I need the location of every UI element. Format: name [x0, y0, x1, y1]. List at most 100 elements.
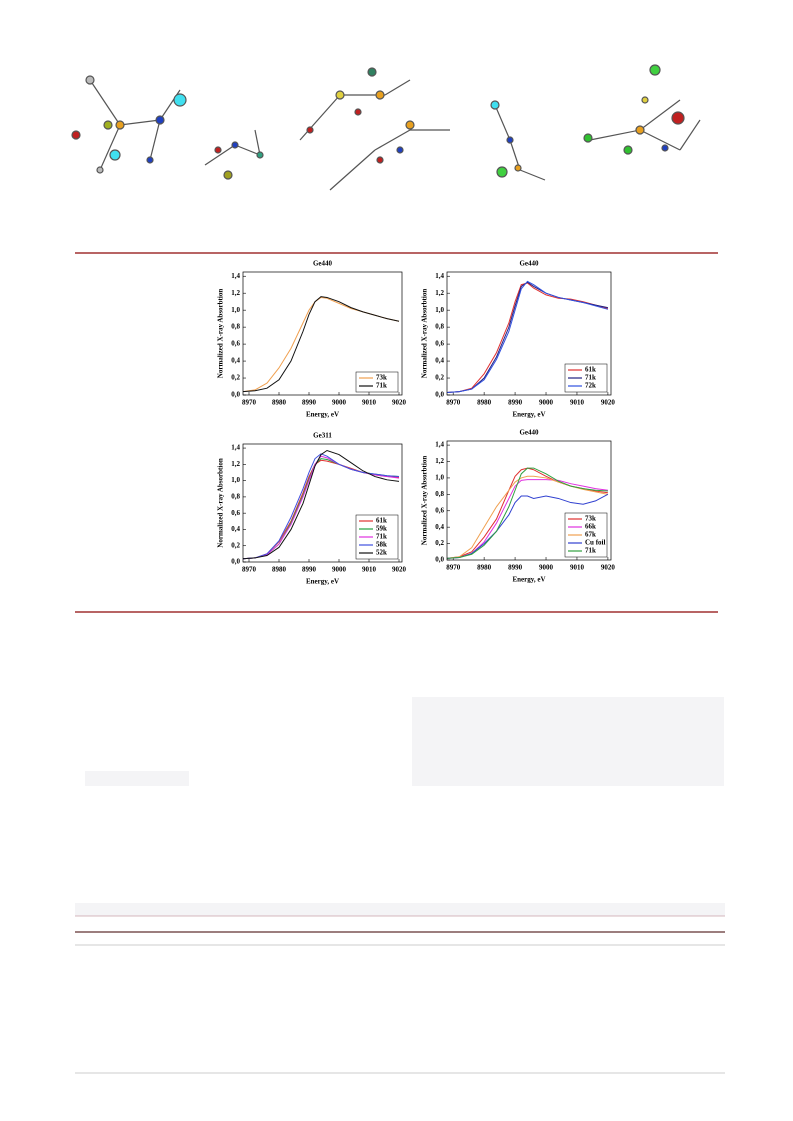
x-tick-label: 8980 [272, 399, 287, 407]
y-axis-label: Normalized X-ray Absorbtion [217, 458, 225, 548]
molecule-figures [71, 64, 701, 191]
y-axis-label: Normalized X-ray Absorbtion [421, 456, 429, 546]
y-tick-label: 0,8 [435, 490, 444, 498]
legend-label: 71k [376, 382, 387, 390]
x-axis-label: Energy, eV [512, 576, 545, 584]
molecule-3 [299, 67, 450, 191]
x-tick-label: 9000 [539, 399, 554, 407]
chart-title: Ge440 [519, 260, 539, 268]
molecule-1 [71, 75, 187, 174]
legend-label: 67k [585, 531, 596, 539]
x-tick-label: 8980 [477, 399, 492, 407]
x-tick-label: 9010 [570, 399, 585, 407]
y-axis-label: Normalized X-ray Absorbtion [217, 289, 225, 379]
x-axis-label: Energy, eV [512, 411, 545, 419]
x-axis-label: Energy, eV [306, 411, 339, 419]
y-tick-label: 1,2 [231, 460, 240, 468]
y-tick-label: 0,4 [435, 523, 444, 531]
series-line [242, 449, 400, 560]
chart: Ge440 Energy, eV Normalized X-ray Absorbti… [421, 260, 616, 419]
plot-frame [446, 271, 612, 396]
y-tick-label: 1,4 [435, 441, 444, 449]
y-tick-label: 1,4 [231, 444, 240, 452]
molecule-5 [583, 64, 701, 155]
series-line [446, 280, 609, 393]
legend-label: 59k [376, 525, 387, 533]
x-tick-label: 8990 [302, 399, 317, 407]
chart: Ge440 Energy, eV Normalized X-ray Absorbti… [217, 260, 407, 419]
legend-label: Cu foil [585, 539, 605, 547]
y-tick-label: 0,2 [435, 374, 444, 382]
x-tick-label: 8970 [242, 566, 257, 574]
series-line [446, 467, 608, 559]
y-tick-label: 1,0 [231, 306, 240, 314]
legend-label: 66k [585, 523, 596, 531]
y-tick-label: 0,6 [435, 340, 444, 348]
y-tick-label: 0,2 [231, 541, 240, 549]
legend-label: 52k [376, 549, 387, 557]
y-tick-label: 0,8 [231, 323, 240, 331]
x-tick-label: 9000 [332, 566, 347, 574]
x-tick-label: 9010 [362, 566, 377, 574]
legend-label: 61k [585, 366, 596, 374]
x-tick-label: 9020 [601, 564, 616, 572]
placeholder-box [412, 697, 724, 786]
y-tick-label: 1,2 [435, 289, 444, 297]
legend-box [355, 371, 399, 393]
plot-frame [446, 440, 612, 561]
x-tick-label: 8970 [242, 399, 257, 407]
y-tick-label: 0,8 [435, 323, 444, 331]
y-tick-label: 0,0 [435, 391, 444, 399]
molecule-2 [204, 129, 264, 180]
y-tick-label: 0,4 [231, 525, 240, 533]
x-tick-label: 9010 [362, 399, 377, 407]
y-tick-label: 1,4 [231, 272, 240, 280]
table-header [75, 903, 725, 916]
series-line [242, 296, 400, 393]
y-tick-label: 1,4 [435, 272, 444, 280]
molecule-4 [490, 100, 546, 181]
legend-label: 58k [376, 541, 387, 549]
x-tick-label: 8970 [446, 564, 461, 572]
y-tick-label: 1,2 [231, 289, 240, 297]
y-tick-label: 0,0 [435, 556, 444, 564]
series-line [446, 479, 608, 559]
y-tick-label: 0,4 [231, 357, 240, 365]
chart: Ge311 Energy, eV Normalized X-ray Absorbti… [217, 432, 407, 586]
x-tick-label: 8990 [508, 564, 523, 572]
series-line [446, 493, 609, 559]
legend-label: 73k [585, 515, 596, 523]
chart-title: Ge440 [313, 260, 333, 268]
x-tick-label: 8970 [446, 399, 461, 407]
x-tick-label: 8980 [272, 566, 287, 574]
legend-label: 61k [376, 517, 387, 525]
chart-title: Ge440 [519, 429, 539, 437]
x-tick-label: 9020 [392, 399, 407, 407]
legend-label: 71k [376, 533, 387, 541]
x-tick-label: 9020 [601, 399, 616, 407]
x-tick-label: 8990 [508, 399, 523, 407]
y-tick-label: 0,8 [231, 493, 240, 501]
chart-title: Ge311 [313, 432, 332, 440]
y-tick-label: 0,0 [231, 391, 240, 399]
legend-label: 72k [585, 382, 596, 390]
y-tick-label: 0,2 [231, 374, 240, 382]
legend-box [564, 363, 608, 393]
chart: Ge440 Energy, eV Normalized X-ray Absorbti… [421, 429, 616, 584]
x-tick-label: 9020 [392, 566, 407, 574]
plot-frame [242, 271, 403, 396]
x-tick-label: 9010 [570, 564, 585, 572]
y-tick-label: 0,0 [231, 558, 240, 566]
legend-label: 71k [585, 547, 596, 555]
y-axis-label: Normalized X-ray Absorbtion [421, 289, 429, 379]
y-tick-label: 0,6 [231, 340, 240, 348]
placeholder-box [85, 771, 189, 786]
y-tick-label: 1,0 [435, 474, 444, 482]
y-tick-label: 0,6 [231, 509, 240, 517]
y-tick-label: 1,0 [435, 306, 444, 314]
y-tick-label: 0,6 [435, 506, 444, 514]
x-tick-label: 9000 [539, 564, 554, 572]
y-tick-label: 1,0 [231, 476, 240, 484]
y-tick-label: 0,4 [435, 357, 444, 365]
